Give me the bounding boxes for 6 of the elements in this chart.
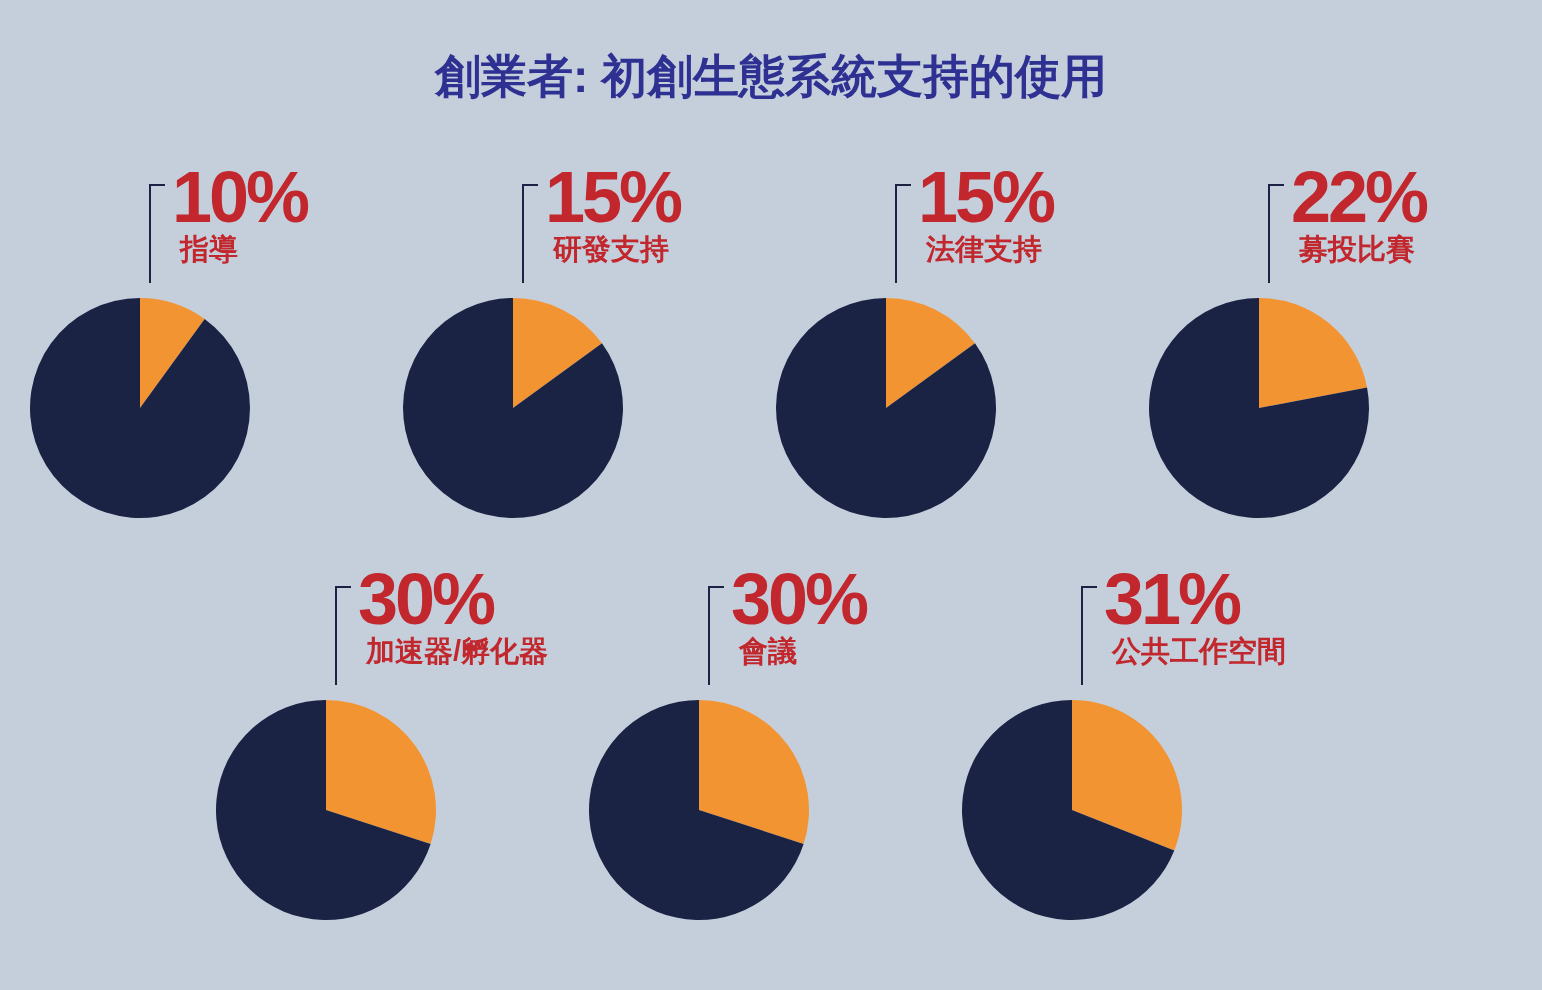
slice-label: 研發支持 xyxy=(552,233,669,265)
slice-label: 加速器/孵化器 xyxy=(365,635,549,667)
slice-label: 法律支持 xyxy=(925,233,1042,265)
slice-label: 募投比賽 xyxy=(1298,233,1415,265)
text: 創業者: 初創生態系統支持的使用 xyxy=(433,50,1108,102)
slice-label: 會議 xyxy=(738,635,797,667)
